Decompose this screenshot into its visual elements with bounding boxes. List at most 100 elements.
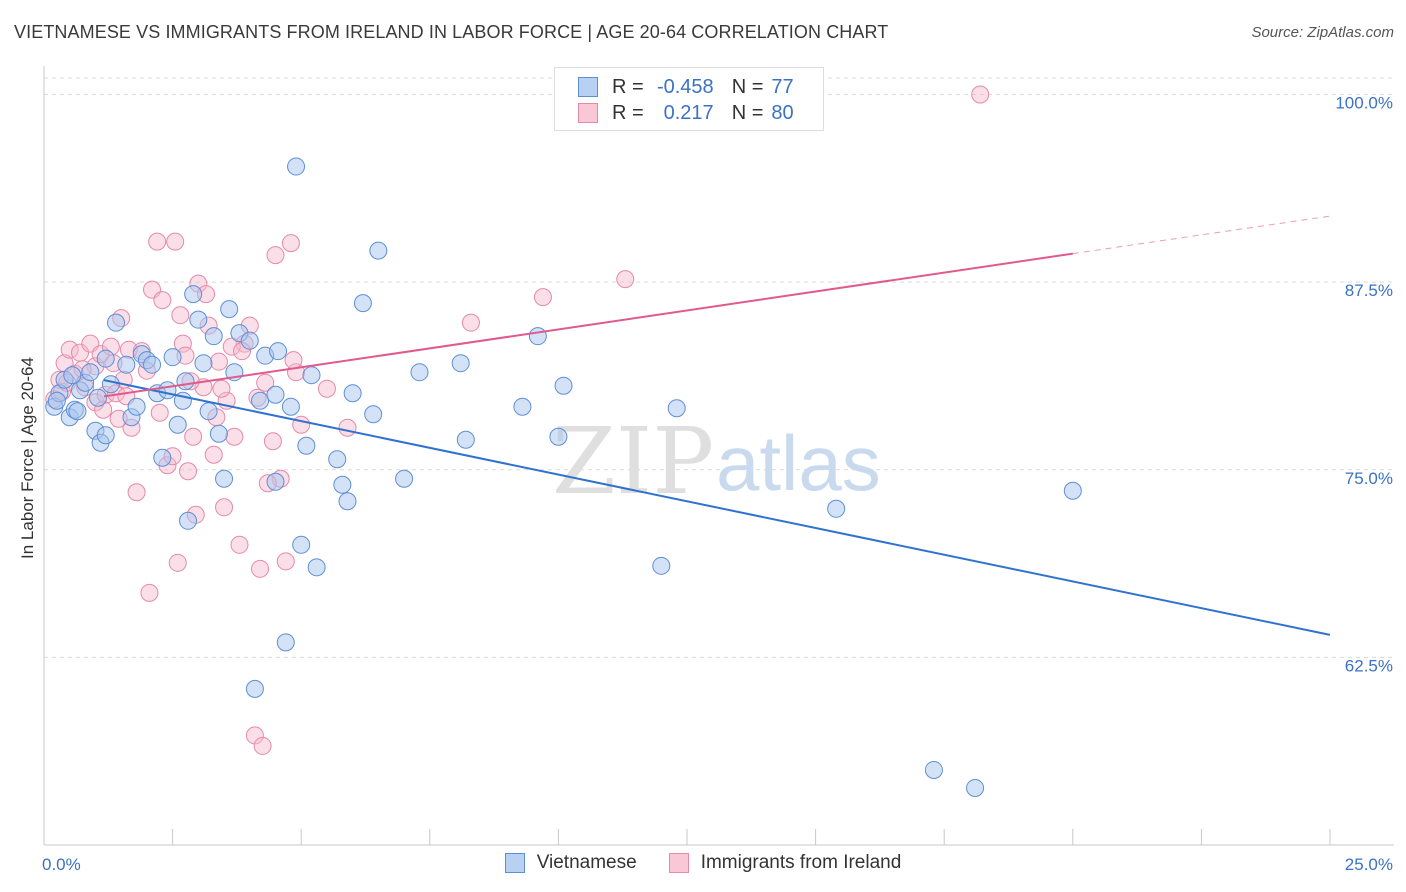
data-point-ireland [292, 415, 311, 434]
y-tick-label: 87.5% [1345, 281, 1393, 300]
data-point-vietnamese [245, 679, 264, 698]
data-point-vietnamese [251, 391, 270, 410]
data-point-ireland [153, 291, 172, 310]
legend-swatch-ireland [668, 853, 689, 873]
data-point-ireland [245, 726, 264, 745]
stats-box: R = -0.458 N = 77 R = 0.217 N = 80 [554, 67, 824, 131]
data-point-ireland [281, 234, 300, 253]
axes [43, 66, 1394, 846]
legend-item-vietnamese[interactable]: Vietnamese [504, 852, 637, 874]
data-point-vietnamese [168, 415, 187, 434]
data-point-vietnamese [269, 342, 288, 361]
data-point-vietnamese [667, 399, 686, 418]
data-point-ireland [317, 379, 336, 398]
stats-row-vietnamese: R = -0.458 N = 77 [555, 73, 794, 101]
stats-r-value: 0.217 [663, 101, 714, 124]
data-point-vietnamese [143, 355, 162, 374]
data-point-ireland [209, 352, 228, 371]
data-point-ireland [140, 583, 159, 602]
watermark: ZIP atlas [552, 408, 881, 515]
data-point-ireland [276, 552, 295, 571]
data-point-vietnamese [204, 327, 223, 346]
stats-n-label: N = [731, 75, 764, 98]
data-point-vietnamese [338, 492, 357, 511]
data-point-vietnamese [297, 436, 316, 455]
data-point-ireland [284, 351, 303, 370]
data-point-ireland [127, 483, 146, 502]
data-point-ireland [251, 559, 270, 578]
tick-labels: 62.5% 75.0% 87.5% 100.0% 0.0% 25.0% [42, 94, 1393, 874]
data-point-vietnamese [194, 354, 213, 373]
data-point-ireland [266, 246, 285, 265]
data-point-vietnamese [528, 327, 547, 346]
x-tick-label: 0.0% [42, 855, 81, 874]
data-point-vietnamese [101, 375, 120, 394]
trendlines [103, 215, 1331, 636]
data-point-vietnamese [451, 354, 470, 373]
data-point-vietnamese [287, 157, 306, 176]
data-point-ireland [179, 462, 198, 481]
data-point-vietnamese [456, 430, 475, 449]
stats-n-label: N = [731, 101, 764, 124]
source-label: Source: ZipAtlas.com [1251, 24, 1394, 41]
data-point-vietnamese [292, 535, 311, 554]
data-point-vietnamese [307, 558, 326, 577]
chart-title: VIETNAMESE VS IMMIGRANTS FROM IRELAND IN… [14, 22, 889, 42]
data-point-ireland [222, 337, 241, 356]
data-point-ireland [253, 736, 272, 755]
data-point-ireland [173, 334, 192, 353]
data-point-ireland [184, 427, 203, 446]
stats-n-value: 77 [771, 75, 794, 98]
data-point-vietnamese [47, 391, 66, 410]
y-tick-label: 75.0% [1345, 469, 1393, 488]
gridlines [44, 77, 1394, 658]
legend-item-ireland[interactable]: Immigrants from Ireland [668, 852, 901, 874]
data-point-ireland [168, 553, 187, 572]
data-point-vietnamese [209, 424, 228, 443]
y-tick-label: 62.5% [1345, 656, 1393, 675]
data-point-vietnamese [281, 397, 300, 416]
data-point-vietnamese [153, 448, 172, 467]
data-point-vietnamese [353, 294, 372, 313]
data-point-ireland [338, 418, 357, 437]
data-point-vietnamese [63, 366, 82, 385]
data-point-vietnamese [199, 402, 218, 421]
y-tick-label: 100.0% [1335, 94, 1393, 113]
data-point-vietnamese [266, 472, 285, 491]
data-point-vietnamese [333, 475, 352, 494]
data-point-ireland [166, 232, 185, 251]
data-point-vietnamese [127, 397, 146, 416]
watermark-zip: ZIP [552, 408, 714, 515]
data-point-vietnamese [395, 469, 414, 488]
stats-row-ireland: R = 0.217 N = 80 [555, 99, 794, 127]
data-point-ireland [616, 270, 635, 289]
data-point-ireland [171, 306, 190, 325]
legend: Vietnamese Immigrants from Ireland [0, 852, 1406, 874]
data-point-ireland [225, 427, 244, 446]
data-point-vietnamese [554, 376, 573, 395]
data-point-ireland [204, 445, 223, 464]
data-point-vietnamese [513, 397, 532, 416]
data-point-vietnamese [158, 381, 177, 400]
data-point-ireland [971, 85, 990, 104]
data-point-vietnamese [276, 633, 295, 652]
data-point-ireland [461, 313, 480, 332]
data-point-ireland [230, 535, 249, 554]
stats-n-value: 80 [771, 101, 794, 124]
data-point-vietnamese [240, 331, 259, 350]
data-point-vietnamese [220, 300, 239, 319]
data-point-vietnamese [924, 760, 943, 779]
watermark-atlas: atlas [716, 419, 881, 507]
stats-swatch-ireland [578, 103, 598, 123]
data-point-ireland [533, 288, 552, 307]
data-point-vietnamese [189, 310, 208, 329]
data-point-vietnamese [68, 402, 87, 421]
data-point-vietnamese [369, 241, 388, 260]
data-point-vietnamese [215, 469, 234, 488]
trendline-ireland-extension [1072, 215, 1331, 255]
data-point-ireland [256, 373, 275, 392]
stats-swatch-vietnamese [578, 77, 598, 97]
data-point-vietnamese [302, 366, 321, 385]
data-point-vietnamese [966, 778, 985, 797]
data-point-vietnamese [549, 427, 568, 446]
